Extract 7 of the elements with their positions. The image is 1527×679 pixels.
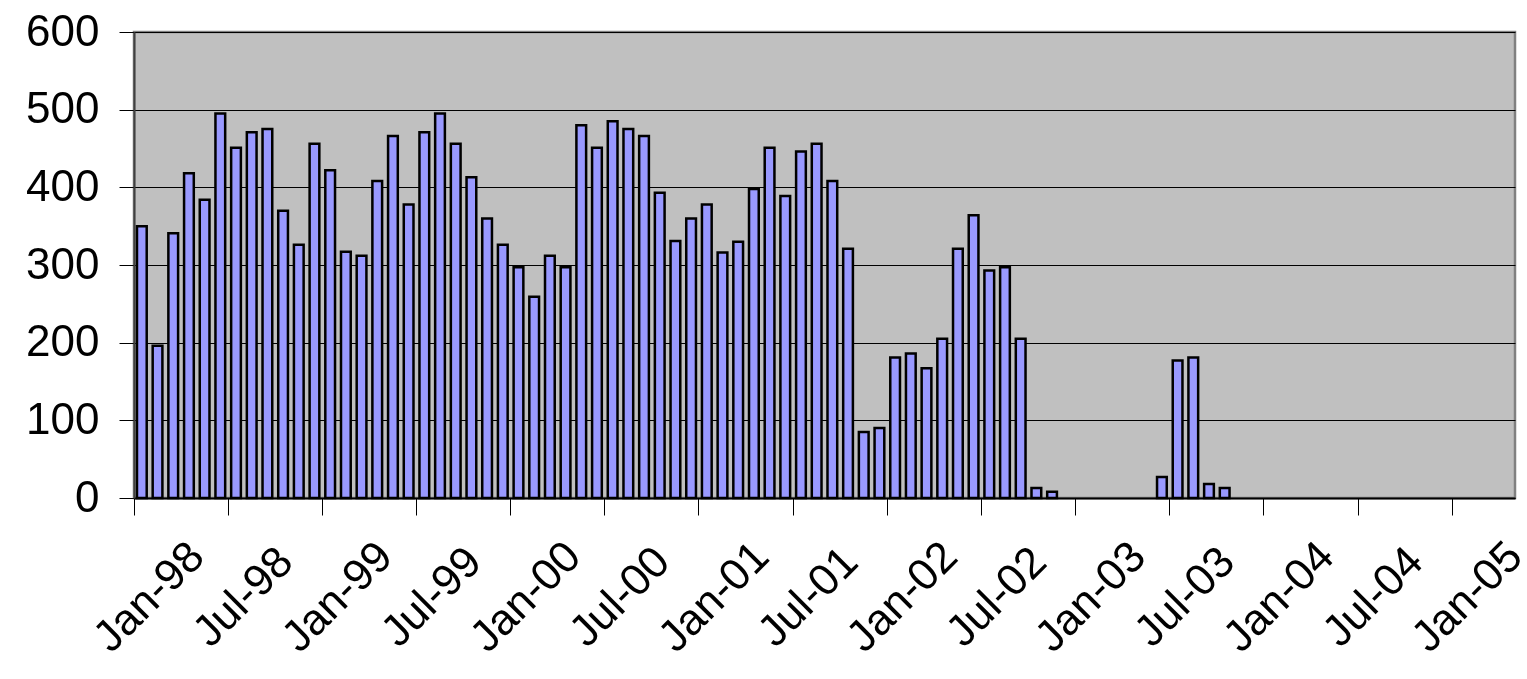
y-tick-label: 400 xyxy=(26,160,100,210)
y-tick-label: 0 xyxy=(75,471,100,521)
y-tick-label: 100 xyxy=(26,393,100,443)
y-tick-label: 200 xyxy=(26,316,100,366)
y-tick-label: 600 xyxy=(26,5,100,55)
y-tick-label: 500 xyxy=(26,83,100,133)
y-tick-label: 300 xyxy=(26,238,100,288)
